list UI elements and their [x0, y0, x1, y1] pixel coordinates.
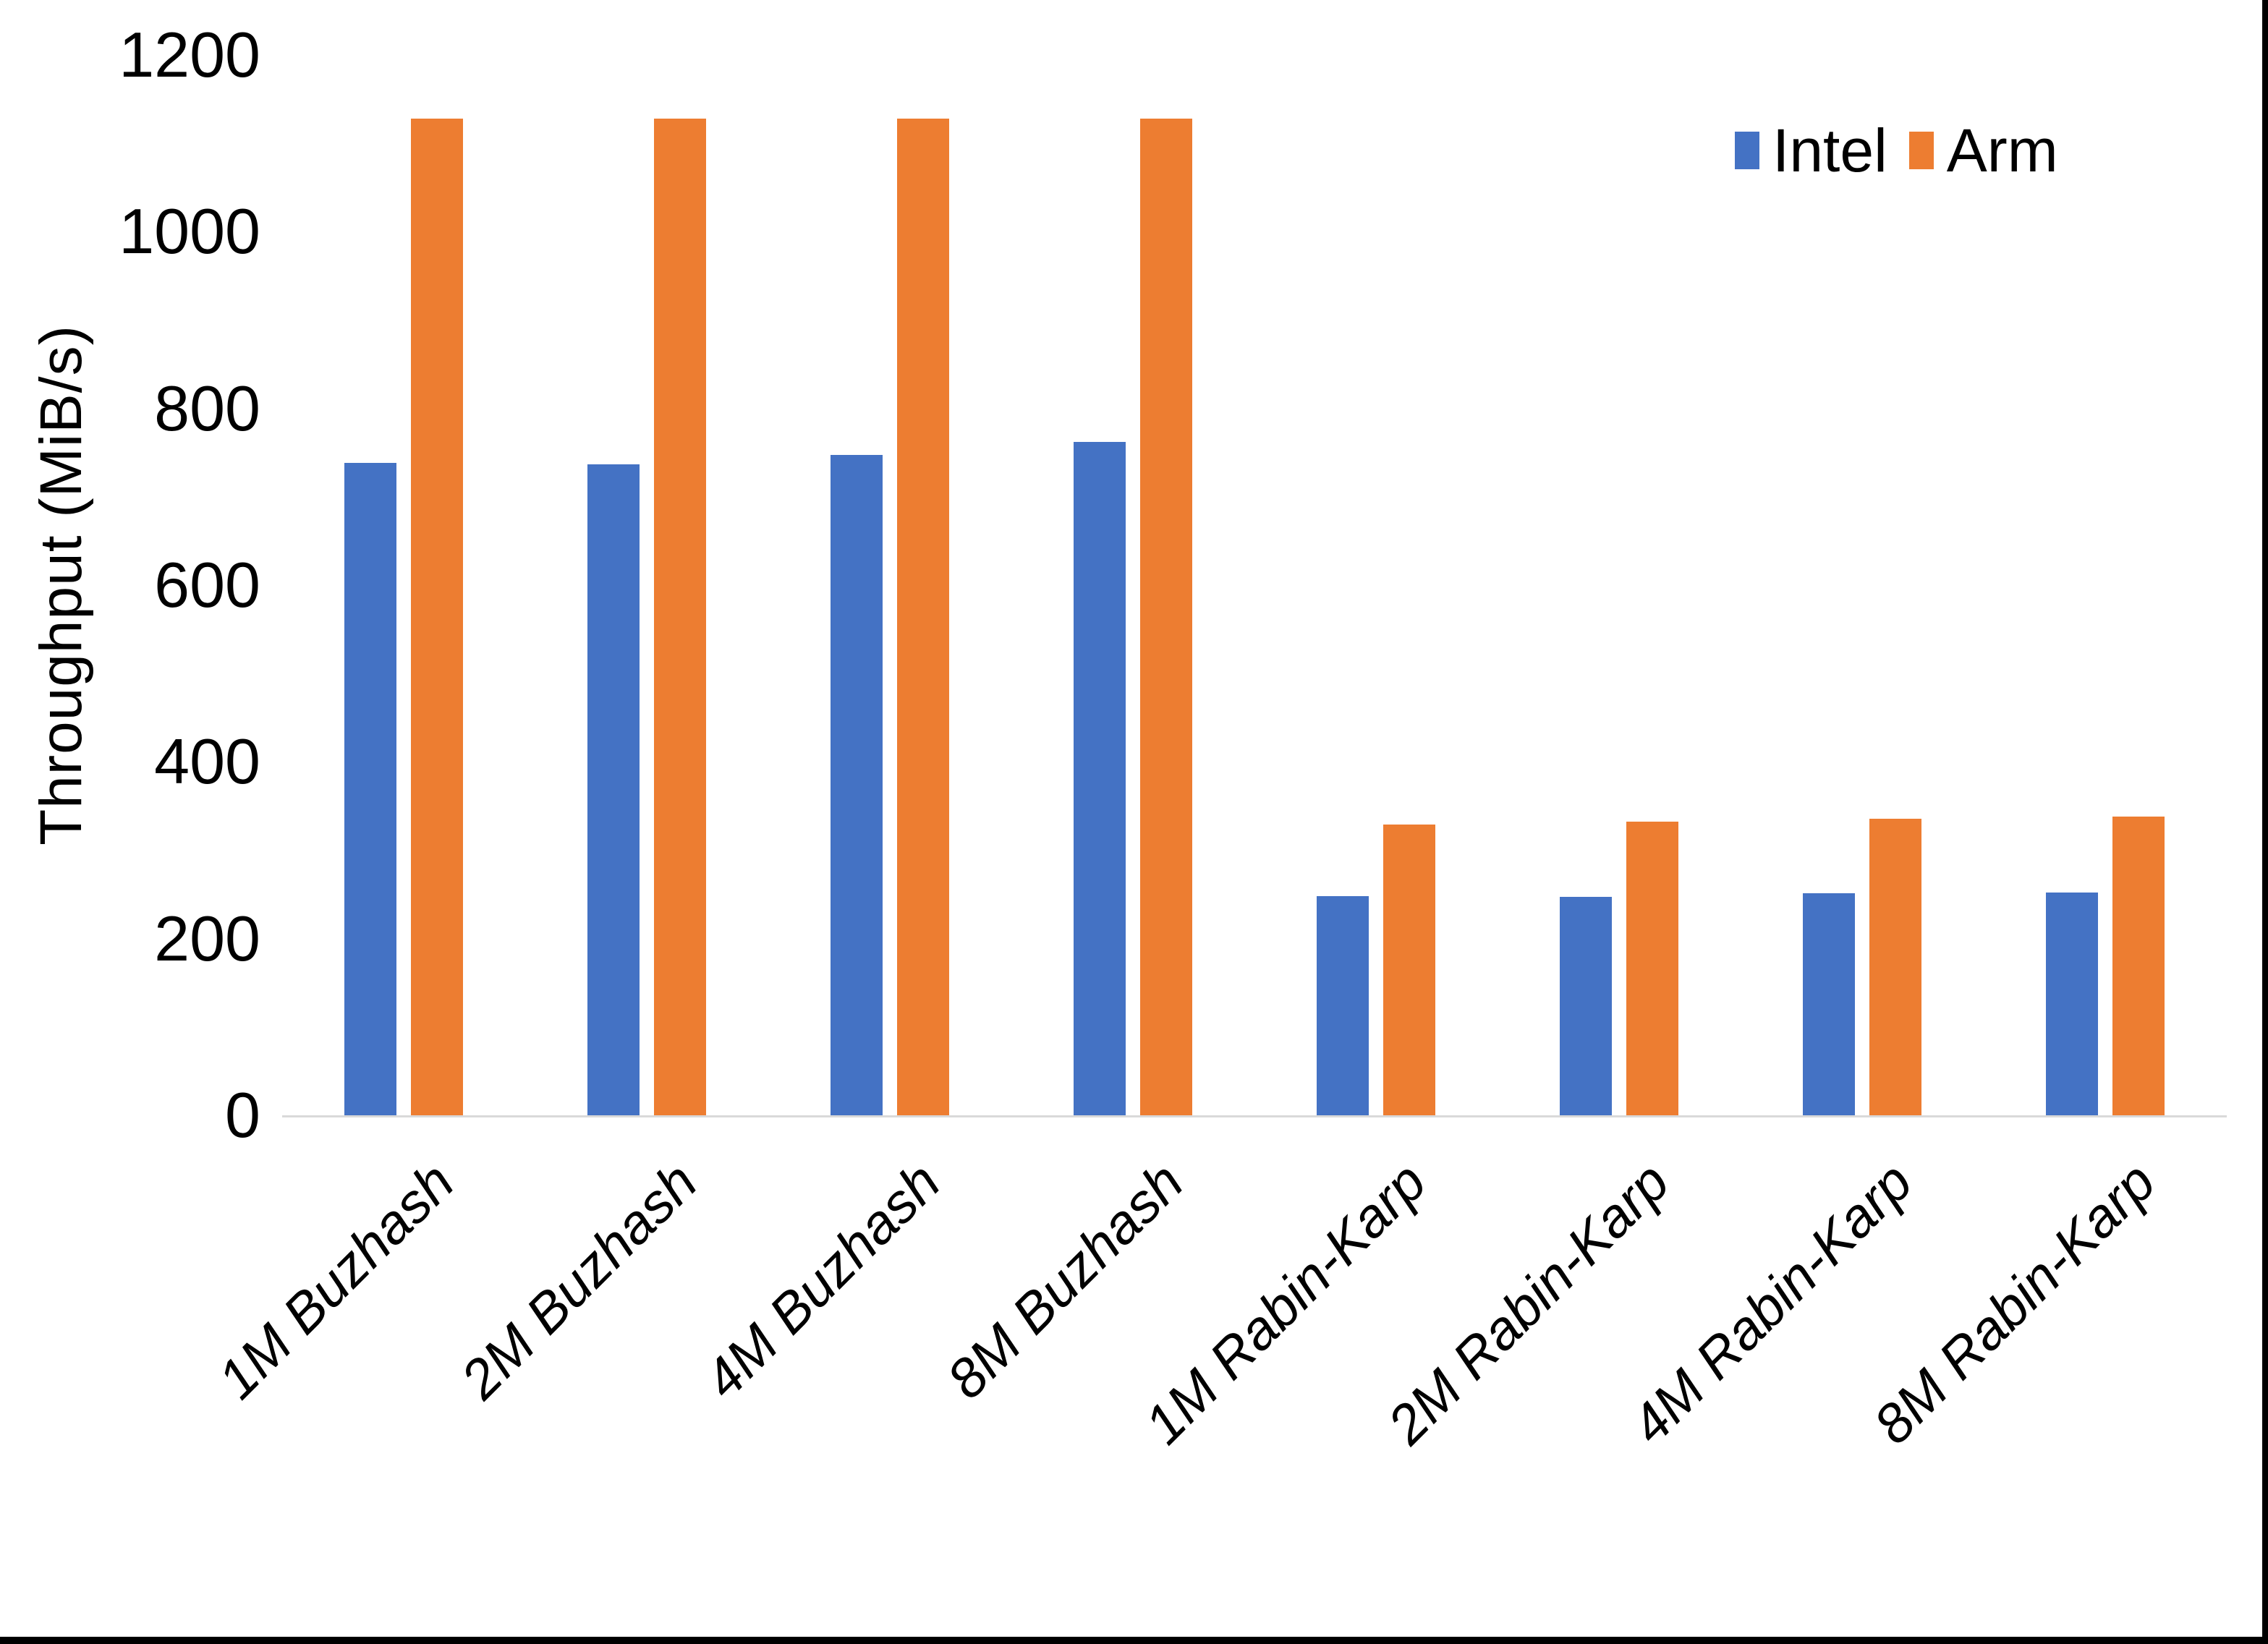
bar-intel-7	[1803, 893, 1855, 1115]
category-group-7	[1741, 55, 1984, 1115]
right-edge-border	[2262, 0, 2268, 1644]
bar-arm-3	[897, 118, 949, 1115]
bar-arm-7	[1869, 818, 1921, 1115]
x-axis-line	[282, 1115, 2227, 1117]
y-tick-label-800: 800	[154, 372, 260, 444]
bar-intel-1	[344, 463, 396, 1115]
bottom-edge-border	[0, 1637, 2268, 1644]
legend-entry-arm: Arm	[1908, 116, 2058, 184]
category-group-2	[525, 55, 768, 1115]
x-axis-category-labels: 1M Buzhash 2M Buzhash 4M Buzhash 8M Buzhash…	[206, 1115, 2227, 1549]
bar-intel-3	[831, 455, 883, 1115]
bars-container	[282, 55, 2227, 1115]
y-tick-label-600: 600	[154, 549, 260, 621]
category-group-8	[1984, 55, 2227, 1115]
legend: Intel Arm	[1735, 120, 2058, 181]
bar-intel-8	[2046, 893, 2098, 1115]
category-group-4	[1011, 55, 1254, 1115]
x-category-label-2: 2M Buzhash	[449, 1151, 709, 1411]
legend-label-intel: Intel	[1772, 116, 1887, 184]
bar-arm-5	[1383, 825, 1435, 1115]
legend-swatch-intel	[1735, 132, 1759, 169]
category-group-6	[1498, 55, 1741, 1115]
bar-arm-4	[1140, 118, 1192, 1115]
bar-arm-1	[411, 118, 463, 1115]
bar-intel-6	[1560, 897, 1612, 1115]
legend-swatch-arm	[1908, 132, 1934, 169]
y-tick-label-400: 400	[154, 725, 260, 798]
y-tick-label-200: 200	[154, 902, 260, 974]
bar-intel-2	[587, 464, 640, 1115]
bar-arm-6	[1626, 822, 1678, 1115]
category-group-3	[768, 55, 1011, 1115]
bar-intel-5	[1317, 896, 1369, 1115]
category-group-5	[1254, 55, 1498, 1115]
y-tick-label-1200: 1200	[119, 19, 260, 90]
bar-arm-8	[2112, 817, 2165, 1115]
legend-entry-intel: Intel	[1735, 120, 1887, 181]
plot-area: 0 200 400 600 800 1000 1200 1M Buzhash 2M Buzha…	[119, 23, 2227, 1456]
x-category-label-3: 4M Buzhash	[692, 1151, 952, 1411]
bar-intel-4	[1074, 442, 1126, 1115]
bar-arm-2	[654, 118, 706, 1115]
legend-label-arm: Arm	[1946, 116, 2058, 184]
category-group-1	[282, 55, 525, 1115]
x-category-label-4: 8M Buzhash	[935, 1151, 1195, 1411]
y-tick-label-0: 0	[225, 1079, 260, 1151]
x-category-label-1: 1M Buzhash	[205, 1151, 466, 1411]
y-tick-label-1000: 1000	[119, 195, 260, 268]
